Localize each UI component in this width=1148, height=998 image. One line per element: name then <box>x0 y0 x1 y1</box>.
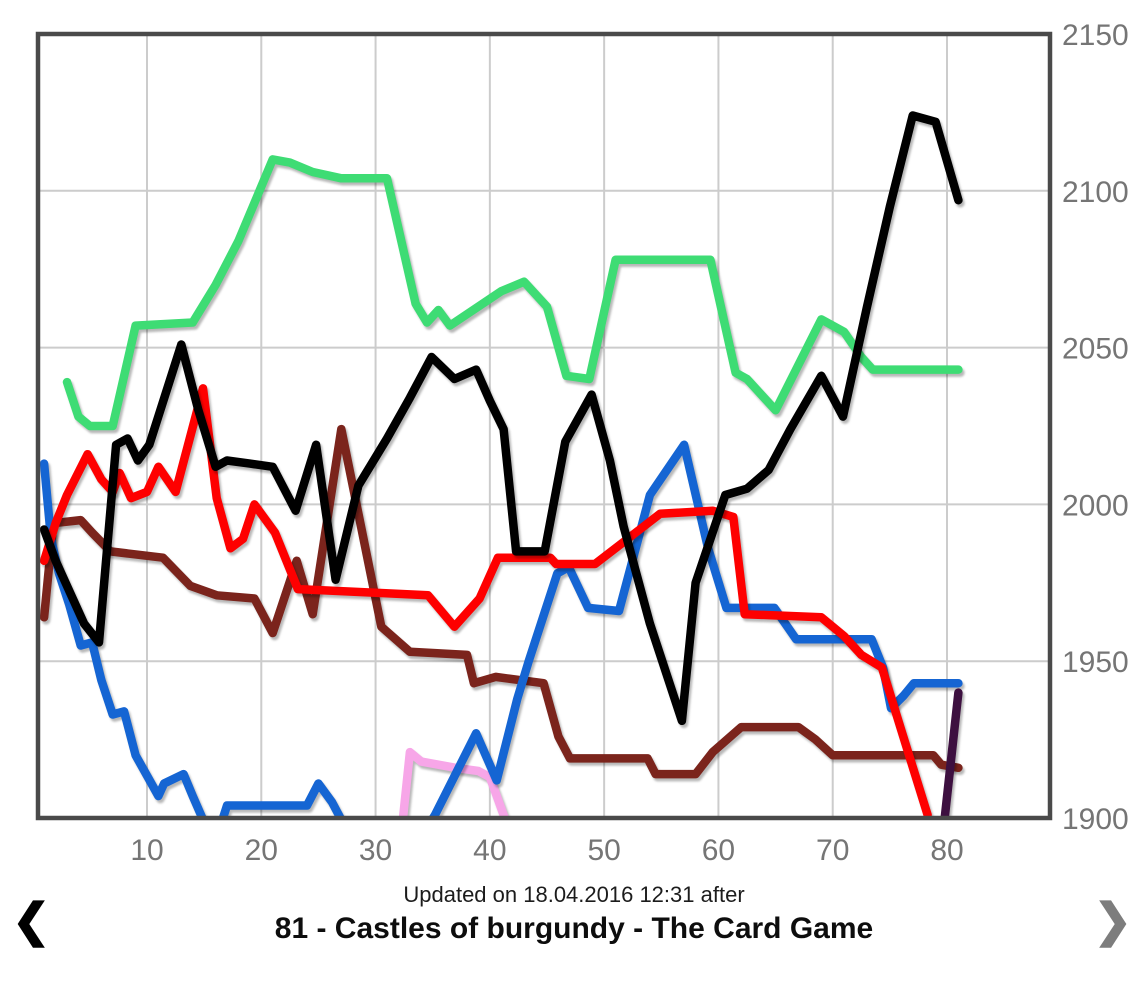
prev-game-button[interactable]: ❮ <box>12 894 51 946</box>
y-tick-label: 1950 <box>1062 646 1129 679</box>
series-line-green <box>62 155 963 431</box>
series-line-red <box>39 384 932 816</box>
chart-caption: Updated on 18.04.2016 12:31 after 81 - C… <box>0 882 1148 948</box>
series-line-black <box>39 111 963 726</box>
x-tick-label: 70 <box>816 834 849 867</box>
y-tick-label: 1900 <box>1062 803 1129 836</box>
y-tick-label: 2100 <box>1062 176 1129 209</box>
y-tick-label: 2150 <box>1062 19 1129 52</box>
game-title: 81 - Castles of burgundy - The Card Game <box>274 912 874 945</box>
series-line-purple <box>940 688 963 816</box>
x-tick-label: 40 <box>473 834 506 867</box>
updated-timestamp-text: Updated on 18.04.2016 12:31 after <box>403 882 745 907</box>
plot-border <box>35 31 1053 821</box>
x-tick-label: 50 <box>587 834 620 867</box>
rating-chart-area: 10 20 30 40 50 60 70 80 2150 2100 2050 2000 1950 1900 <box>0 0 1148 872</box>
y-tick-label: 2000 <box>1062 489 1129 522</box>
x-tick-label: 30 <box>359 834 392 867</box>
chart-background <box>0 0 1148 872</box>
series-line-blue <box>39 440 963 816</box>
x-tick-label: 20 <box>245 834 278 867</box>
x-tick-label: 10 <box>130 834 163 867</box>
x-tick-label: 60 <box>702 834 735 867</box>
rating-history-chart: 10 20 30 40 50 60 70 80 2150 2100 2050 2000 1950 1900 <box>0 0 1148 872</box>
x-tick-label: 80 <box>930 834 963 867</box>
chart-footer: ❮ Updated on 18.04.2016 12:31 after 81 -… <box>0 872 1148 998</box>
next-game-button[interactable]: ❯ <box>1093 894 1132 946</box>
y-tick-label: 2050 <box>1062 333 1129 366</box>
series-line-dark-red <box>39 424 963 779</box>
